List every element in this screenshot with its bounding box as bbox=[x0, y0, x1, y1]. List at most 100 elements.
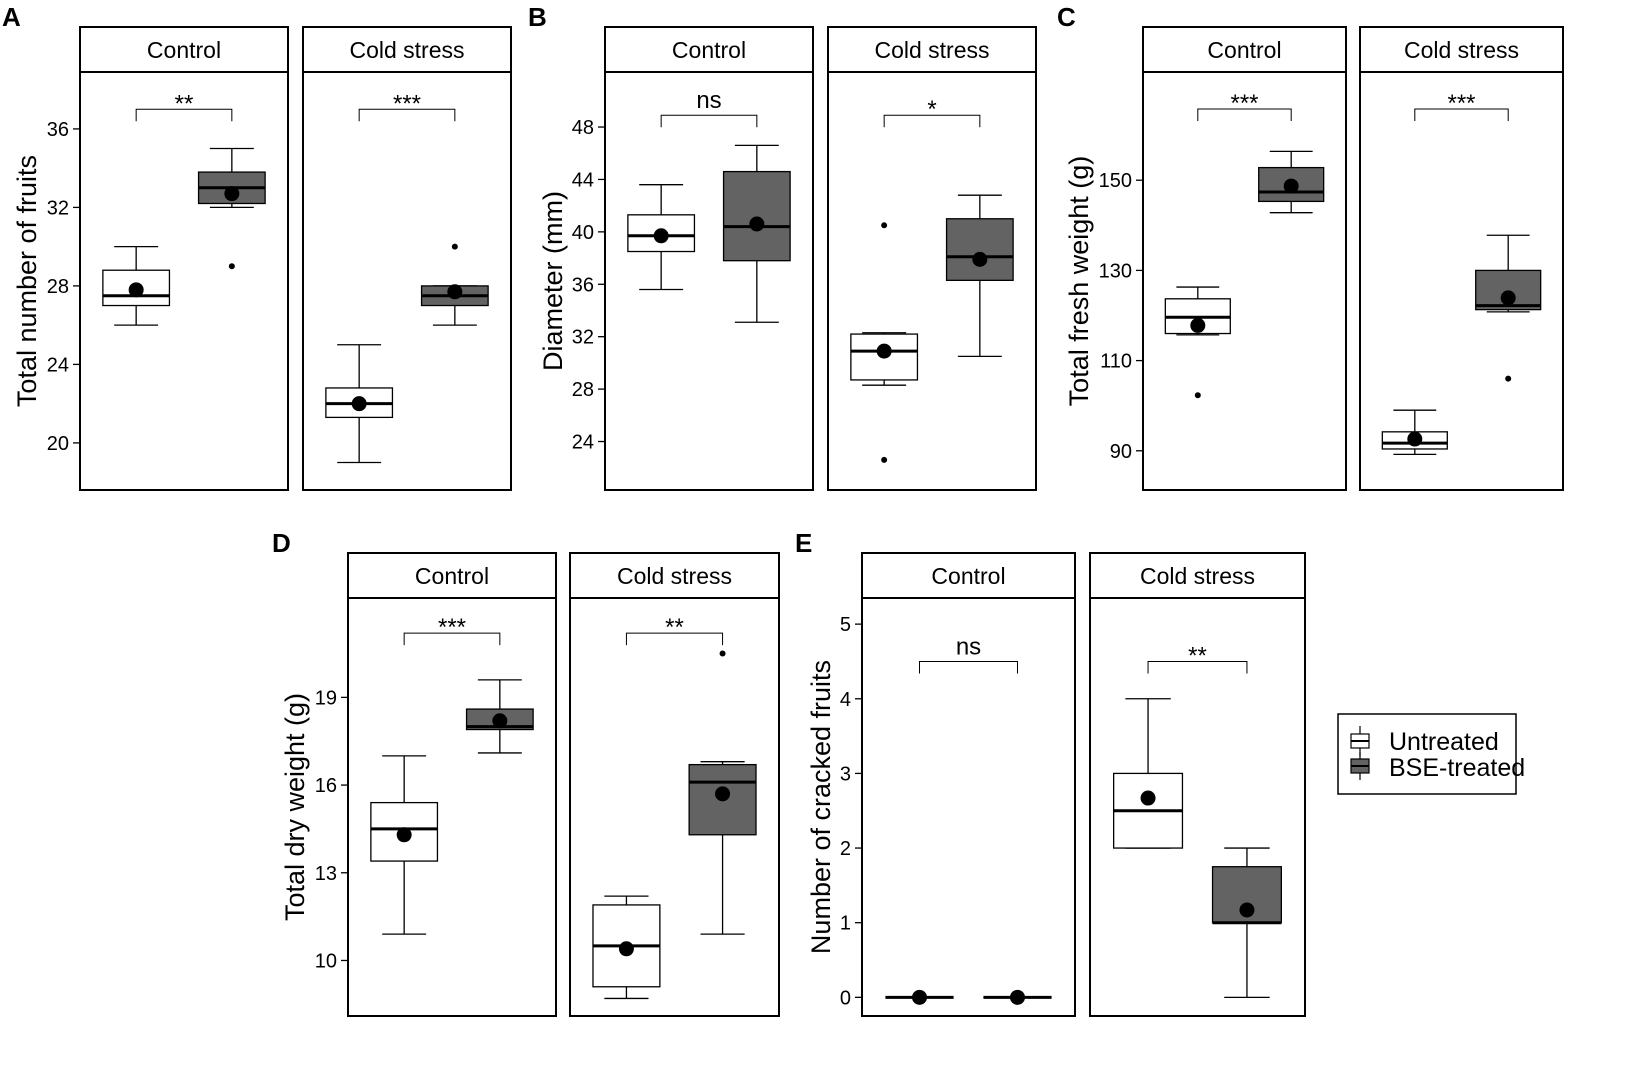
facet-strip-b-control bbox=[604, 26, 814, 73]
box-c-cold-stress-untreated bbox=[1381, 409, 1448, 456]
plot-frame-d-cold-stress bbox=[569, 597, 780, 1017]
box-e-control-untreated bbox=[885, 989, 954, 1005]
mean-point bbox=[128, 282, 144, 298]
plot-frame-b-cold-stress bbox=[827, 71, 1037, 491]
box-d-cold-stress-bse-treated bbox=[688, 650, 757, 935]
plot-frame-d-control bbox=[347, 597, 557, 1017]
y-tick-label-e-4: 4 bbox=[840, 689, 851, 711]
facet-e-control: Control ns bbox=[861, 552, 1076, 1017]
box-b-cold-stress-untreated bbox=[850, 222, 919, 463]
panel-b: B Diameter (mm) 24 28 32 36 40 44 48 Control ns Col… bbox=[528, 2, 1037, 491]
plot-frame-c-cold-stress bbox=[1359, 71, 1564, 491]
significance-bracket-a-cold-stress bbox=[358, 108, 456, 122]
y-axis-label-c: Total fresh weight (g) bbox=[1064, 156, 1094, 407]
y-tick-label-e-2: 2 bbox=[840, 838, 851, 860]
facet-strip-d-control bbox=[347, 552, 557, 599]
mean-point bbox=[447, 284, 463, 300]
facet-label-b-cold-stress: Cold stress bbox=[874, 37, 989, 63]
box-body bbox=[722, 170, 791, 262]
legend-frame bbox=[1337, 713, 1517, 795]
outlier-point bbox=[1505, 375, 1512, 382]
mean-point bbox=[351, 396, 367, 412]
mean-point bbox=[653, 228, 669, 244]
box-a-cold-stress-bse-treated bbox=[420, 243, 489, 326]
plot-frame-e-control bbox=[861, 597, 1076, 1017]
facet-strip-c-cold-stress bbox=[1359, 26, 1564, 73]
facet-b-cold-stress: Cold stress * bbox=[827, 26, 1037, 491]
panel-e: E Number of cracked fruits 0 1 2 3 4 5 Control ns… bbox=[795, 528, 1306, 1017]
significance-bracket-a-control bbox=[135, 108, 233, 122]
significance-label-e-control: ns bbox=[956, 633, 981, 660]
box-b-cold-stress-bse-treated bbox=[945, 194, 1014, 357]
mean-point bbox=[1407, 431, 1423, 447]
facet-label-a-cold-stress: Cold stress bbox=[349, 37, 464, 63]
facet-e-cold-stress: Cold stress ** bbox=[1089, 552, 1306, 1017]
significance-bracket-e-control bbox=[919, 660, 1018, 674]
y-tick-label-a-24: 24 bbox=[47, 354, 69, 376]
panel-letter-c: C bbox=[1057, 2, 1076, 32]
panel-letter-b: B bbox=[528, 2, 547, 32]
outlier-point bbox=[451, 243, 458, 250]
facet-label-d-cold-stress: Cold stress bbox=[617, 563, 732, 589]
facet-strip-d-cold-stress bbox=[569, 552, 780, 599]
panel-c: C Total fresh weight (g) 90 110 130 150 Contro… bbox=[1057, 2, 1564, 491]
mean-point bbox=[972, 251, 988, 267]
facet-label-c-cold-stress: Cold stress bbox=[1404, 37, 1519, 63]
significance-label-b-control: ns bbox=[696, 87, 721, 114]
outlier-point bbox=[719, 650, 726, 657]
mean-point bbox=[618, 941, 634, 957]
facet-c-control: Control *** bbox=[1142, 26, 1347, 491]
significance-label-c-cold-stress: *** bbox=[1447, 90, 1475, 117]
box-d-cold-stress-untreated bbox=[592, 895, 661, 1000]
box-body bbox=[688, 763, 757, 836]
facet-label-c-control: Control bbox=[1207, 37, 1281, 63]
y-tick-label-c-110: 110 bbox=[1100, 351, 1132, 373]
y-tick-label-a-32: 32 bbox=[47, 197, 69, 219]
y-tick-label-b-32: 32 bbox=[572, 327, 594, 349]
box-a-control-bse-treated bbox=[197, 147, 266, 270]
plot-frame-b-control bbox=[604, 71, 814, 491]
facet-strip-e-control bbox=[861, 552, 1076, 599]
facet-d-cold-stress: Cold stress ** bbox=[569, 552, 780, 1017]
outlier-point bbox=[1194, 392, 1201, 399]
significance-bracket-e-cold-stress bbox=[1147, 660, 1248, 674]
mean-point bbox=[912, 989, 928, 1005]
significance-bracket-d-cold-stress bbox=[625, 632, 724, 646]
facet-label-b-control: Control bbox=[672, 37, 746, 63]
facet-label-d-control: Control bbox=[415, 563, 489, 589]
y-tick-label-d-19: 19 bbox=[315, 687, 337, 709]
box-e-control-bse-treated bbox=[983, 989, 1052, 1005]
box-d-control-bse-treated bbox=[465, 679, 534, 754]
facet-label-e-control: Control bbox=[931, 563, 1005, 589]
mean-point bbox=[396, 827, 412, 843]
box-b-control-bse-treated bbox=[722, 144, 791, 323]
box-d-control-untreated bbox=[370, 755, 439, 935]
facet-a-cold-stress: Cold stress *** bbox=[302, 26, 512, 491]
y-tick-label-e-1: 1 bbox=[840, 913, 851, 935]
y-tick-label-b-36: 36 bbox=[572, 274, 594, 296]
y-tick-label-b-44: 44 bbox=[572, 169, 594, 191]
y-tick-label-d-16: 16 bbox=[315, 775, 337, 797]
y-axis-label-a: Total number of fruits bbox=[12, 155, 42, 407]
panel-letter-e: E bbox=[795, 528, 812, 558]
panel-letter-a: A bbox=[2, 2, 21, 32]
mean-point bbox=[1009, 989, 1025, 1005]
significance-bracket-b-cold-stress bbox=[883, 114, 981, 128]
plot-frame-c-control bbox=[1142, 71, 1347, 491]
significance-label-e-cold-stress: ** bbox=[1188, 642, 1207, 669]
legend-label-bse-treated: BSE-treated bbox=[1389, 754, 1525, 782]
y-axis-label-e: Number of cracked fruits bbox=[806, 660, 836, 954]
y-axis-label-b: Diameter (mm) bbox=[538, 191, 568, 371]
mean-point bbox=[224, 186, 240, 202]
plot-frame-a-cold-stress bbox=[302, 71, 512, 491]
significance-label-b-cold-stress: * bbox=[927, 96, 936, 123]
facet-strip-b-cold-stress bbox=[827, 26, 1037, 73]
y-tick-label-b-28: 28 bbox=[572, 379, 594, 401]
mean-point bbox=[1140, 790, 1156, 806]
box-e-cold-stress-bse-treated bbox=[1211, 847, 1283, 998]
facet-c-cold-stress: Cold stress *** bbox=[1359, 26, 1564, 491]
box-c-control-untreated bbox=[1164, 286, 1231, 399]
legend-key-untreated bbox=[1350, 726, 1370, 756]
